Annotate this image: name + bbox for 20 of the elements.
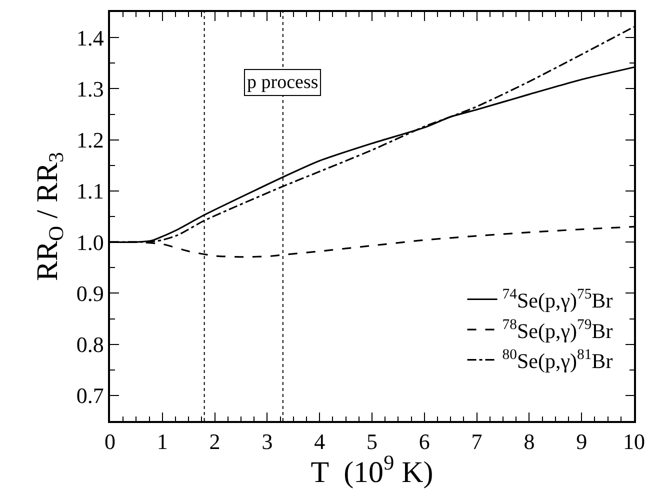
- x-tick-label: 8: [524, 429, 535, 454]
- x-tick-label: 9: [576, 429, 588, 454]
- legend-label: $^{78}$Se(p,γ)$^{79}$Br: [502, 316, 613, 343]
- annotation: p process: [247, 72, 318, 93]
- x-tick-label: 1: [156, 429, 168, 454]
- y-tick-label: 1.1: [76, 178, 104, 204]
- legend-label: $^{80}$Se(p,γ)$^{81}$Br: [502, 347, 613, 374]
- y-tick-label: 1.4: [76, 25, 104, 50]
- legend-label: $^{74}$Se(p,γ)$^{75}$Br: [502, 286, 613, 312]
- x-tick-label: 10: [623, 429, 645, 454]
- x-tick-label: 2: [209, 429, 220, 454]
- y-tick-label: 0.9: [76, 280, 104, 306]
- x-tick-label: 0: [104, 429, 116, 454]
- y-tick-label: 0.7: [76, 383, 104, 408]
- x-tick-label: 3: [262, 429, 273, 454]
- y-tick-label: 0.8: [76, 332, 104, 358]
- x-tick-label: 7: [471, 429, 482, 454]
- y-tick-label: 1.2: [76, 128, 104, 153]
- y-tick-label: 1.3: [76, 76, 104, 102]
- y-tick-label: 1.0: [76, 230, 104, 255]
